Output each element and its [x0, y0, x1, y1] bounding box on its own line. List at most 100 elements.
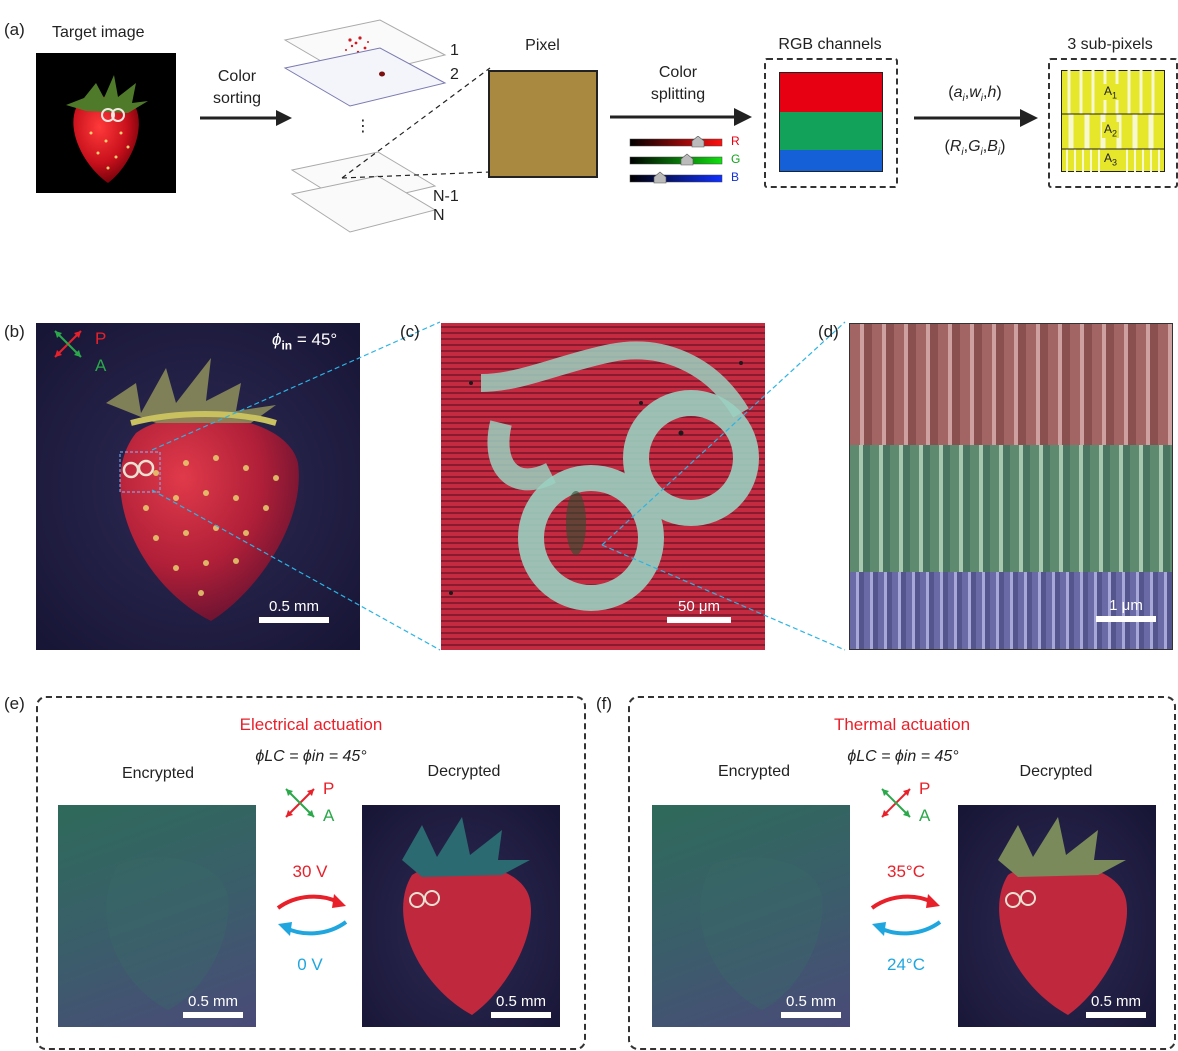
- panel-b-label: (b): [4, 322, 25, 341]
- decrypted-image-f: [958, 805, 1156, 1027]
- voltage-on-label: 30 V: [292, 862, 328, 881]
- sem-green-region: [850, 445, 1172, 572]
- color-sorting-line1: Color: [217, 68, 257, 85]
- subpixels-title: 3 sub-pixels: [1067, 36, 1153, 53]
- scale-line-e-right: [491, 1012, 551, 1018]
- target-image-title: Target image: [52, 24, 145, 41]
- phi-equation-f: ϕLC = ϕin = 45°: [847, 748, 959, 765]
- scale-text-c: 50 μm: [678, 598, 720, 615]
- color-sorting-line2: sorting: [212, 90, 262, 107]
- color-splitting-line1: Color: [658, 64, 698, 81]
- scale-bar-f-right: 0.5 mm: [1085, 993, 1147, 1018]
- encrypted-label-e: Encrypted: [121, 765, 195, 782]
- decrypted-image-e: [362, 805, 560, 1027]
- blue-channel: [780, 150, 882, 171]
- rgb-channels-box: [764, 58, 898, 188]
- phi-in-label: ϕin = 45°: [272, 330, 337, 352]
- encrypted-label-f: Encrypted: [717, 763, 791, 780]
- decrypted-label-f: Decrypted: [1019, 763, 1093, 780]
- thermal-actuation-title: Thermal actuation: [833, 715, 971, 734]
- color-splitting-line2: splitting: [650, 86, 706, 103]
- scale-bar-c: 50 μm: [663, 598, 735, 623]
- layer-label-n-1: N-1: [433, 188, 459, 205]
- subpixel-a3: A3: [1102, 151, 1120, 168]
- layer-label-1: 1: [450, 42, 459, 59]
- scale-bar-e-left: 0.5 mm: [182, 993, 244, 1018]
- scale-text-e-left: 0.5 mm: [187, 993, 238, 1010]
- phi-subscript: in: [281, 338, 293, 353]
- scale-text-e-right: 0.5 mm: [495, 993, 546, 1010]
- scale-text-f-left: 0.5 mm: [785, 993, 836, 1010]
- temp-high-label: 35°C: [887, 862, 925, 881]
- p-label-f: P: [919, 779, 931, 798]
- sem-grating-image: [849, 323, 1173, 650]
- scale-line-f-left: [781, 1012, 841, 1018]
- slider-label-r: R: [731, 134, 740, 148]
- rgb-channel-stack: [779, 72, 883, 172]
- subpixel-a1: A1: [1102, 84, 1120, 101]
- scale-line-f-right: [1086, 1012, 1146, 1018]
- panel-f-label: (f): [596, 694, 613, 713]
- sem-red-region: [850, 324, 1172, 445]
- arrow-parameters: [914, 109, 1038, 127]
- scale-text-d: 1 μm: [1109, 597, 1143, 614]
- encrypted-image-e: [58, 805, 256, 1027]
- layer-label-n: N: [433, 207, 445, 224]
- zoom-connector-cd: [601, 321, 846, 651]
- voltage-off-label: 0 V: [297, 955, 323, 974]
- phi-equation-e: ϕLC = ϕin = 45°: [255, 748, 367, 765]
- scale-text-b: 0.5 mm: [268, 598, 319, 615]
- layer-label-ellipsis: ⋮: [355, 118, 371, 135]
- panel-d-label: (d): [818, 322, 839, 341]
- a-text-b: A: [95, 356, 107, 375]
- panel-f-box: [628, 696, 1176, 1050]
- pixel-swatch: [488, 70, 598, 178]
- p-label-e: P: [323, 779, 335, 798]
- subpixels-box: [1048, 58, 1178, 188]
- pixel-array-micrograph: [441, 323, 765, 650]
- scale-bar-e-right: 0.5 mm: [490, 993, 552, 1018]
- actuation-arrows-e: [276, 894, 348, 936]
- panel-a-label: (a): [4, 20, 25, 39]
- subpixel-a2: A2: [1102, 122, 1120, 139]
- target-strawberry-image: [36, 53, 176, 193]
- actuation-arrows-f: [870, 894, 942, 936]
- scale-bar-d: 1 μm: [1095, 597, 1157, 622]
- rgb-channels-title: RGB channels: [778, 36, 882, 53]
- electrical-actuation-title: Electrical actuation: [239, 715, 383, 734]
- scale-bar-f-left: 0.5 mm: [780, 993, 842, 1018]
- phi-symbol: ϕ: [272, 330, 282, 349]
- polarizer-icon-f: [881, 788, 911, 818]
- layer-label-2: 2: [450, 66, 459, 83]
- scale-text-f-right: 0.5 mm: [1090, 993, 1141, 1010]
- p-text-b: P: [95, 329, 107, 348]
- panel-e-label: (e): [4, 694, 25, 713]
- arrow-color-sorting: [200, 110, 292, 126]
- panel-e-box: [36, 696, 586, 1050]
- panel-c-label: (c): [400, 322, 420, 341]
- params-top: (ai,wi,h): [948, 84, 1002, 105]
- red-channel: [780, 73, 882, 112]
- scale-line-d: [1096, 616, 1156, 622]
- arrow-color-splitting: [610, 108, 752, 126]
- analyzer-a-label-b: A: [95, 356, 106, 376]
- polarizer-p-label-b: P: [95, 329, 106, 349]
- strawberry-micrograph: [36, 323, 360, 650]
- scale-line-b: [259, 617, 329, 623]
- color-splitting-label: Color splitting: [640, 62, 716, 106]
- encrypted-image-f: [652, 805, 850, 1027]
- pixel-title: Pixel: [525, 37, 560, 54]
- scale-line-e-left: [183, 1012, 243, 1018]
- slider-label-b: B: [731, 170, 740, 184]
- a-label-e: A: [323, 806, 335, 825]
- scale-bar-b: 0.5 mm: [258, 598, 330, 623]
- phi-value: = 45°: [296, 330, 338, 349]
- layer-stack-diagram: [283, 19, 491, 233]
- color-sorting-label: Color sorting: [200, 66, 274, 110]
- zoom-connector-bc: [151, 321, 441, 651]
- scale-line-c: [667, 617, 731, 623]
- sem-blue-region: [850, 572, 1172, 649]
- temp-low-label: 24°C: [887, 955, 925, 974]
- rgb-sliders: [629, 136, 723, 184]
- slider-label-g: G: [731, 152, 741, 166]
